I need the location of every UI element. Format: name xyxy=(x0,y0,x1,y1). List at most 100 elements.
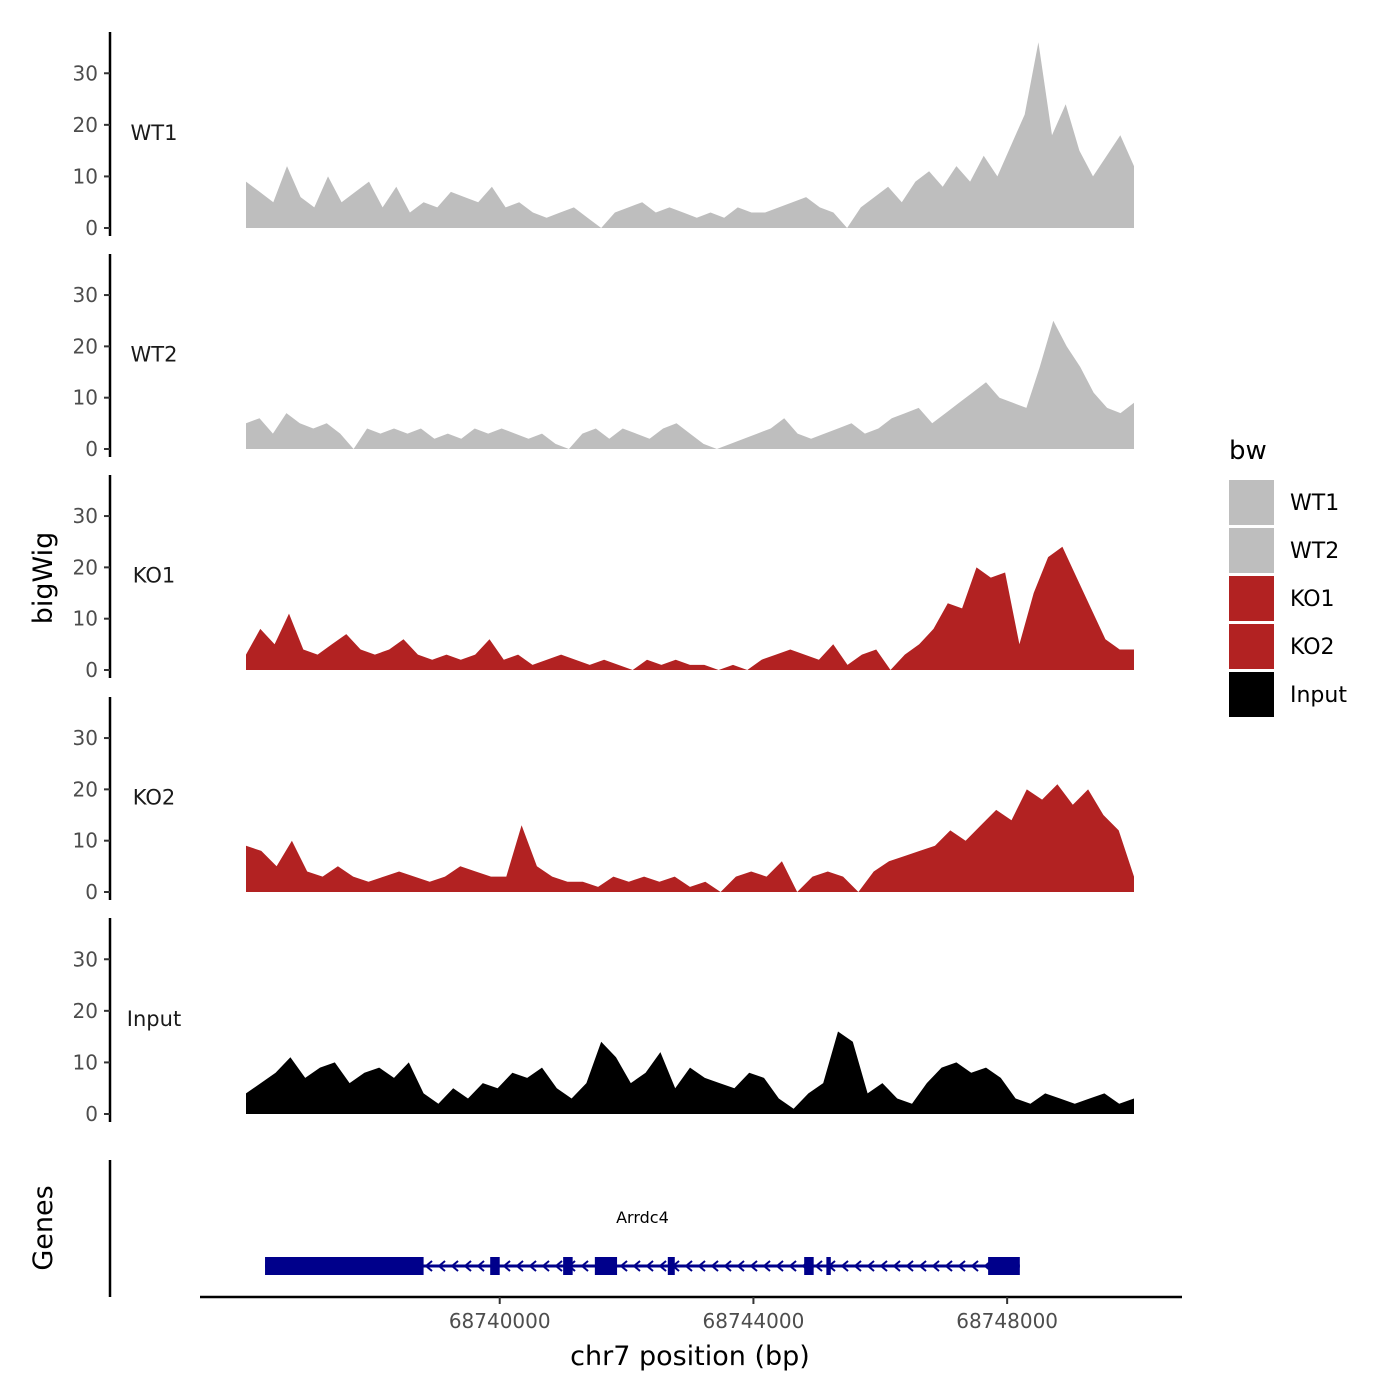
coverage-area-wt1 xyxy=(246,42,1134,228)
track-label-ko1: KO1 xyxy=(133,563,176,587)
strand-arrow xyxy=(450,1260,459,1272)
legend: bw WT1 WT2 KO1 KO2 Input xyxy=(1229,436,1347,717)
strand-arrow xyxy=(879,1260,888,1272)
coverage-area-input xyxy=(246,1031,1134,1114)
gene-exon xyxy=(490,1257,500,1275)
gene-exon xyxy=(265,1257,424,1275)
strand-arrow xyxy=(684,1260,693,1272)
strand-arrow xyxy=(515,1260,524,1272)
x-tick-label: 68744000 xyxy=(703,1309,805,1333)
strand-arrow xyxy=(957,1260,966,1272)
y-tick-label: 0 xyxy=(85,658,98,682)
strand-arrow xyxy=(697,1260,706,1272)
track-label-wt2: WT2 xyxy=(131,342,178,366)
strand-arrow xyxy=(632,1260,641,1272)
coverage-area-wt2 xyxy=(246,320,1134,449)
y-tick-label: 10 xyxy=(73,164,98,188)
track-label-input: Input xyxy=(127,1007,181,1031)
legend-title: bw xyxy=(1229,436,1267,466)
coverage-area-ko1 xyxy=(246,546,1134,670)
strand-arrow xyxy=(931,1260,940,1272)
strand-arrow xyxy=(944,1260,953,1272)
strand-arrow xyxy=(788,1260,797,1272)
strand-arrow xyxy=(840,1260,849,1272)
x-axis-title: chr7 position (bp) xyxy=(570,1341,810,1372)
y-tick-label: 10 xyxy=(73,607,98,631)
legend-key-input xyxy=(1229,672,1274,717)
legend-label-ko2: KO2 xyxy=(1290,635,1335,660)
x-axis: 68740000 68744000 68748000 xyxy=(200,1295,1182,1333)
strand-arrow xyxy=(814,1260,823,1272)
strand-arrow xyxy=(736,1260,745,1272)
y-tick-label: 30 xyxy=(73,504,98,528)
track-wt2: 0 10 20 30 WT2 xyxy=(73,254,1134,461)
y-tick-label: 20 xyxy=(73,777,98,801)
y-tick-label: 0 xyxy=(85,1102,98,1126)
track-ko2: 0 10 20 30 KO2 xyxy=(73,697,1134,904)
strand-arrow xyxy=(502,1260,511,1272)
legend-label-input: Input xyxy=(1290,683,1347,708)
legend-key-wt2 xyxy=(1229,528,1274,573)
strand-arrow xyxy=(554,1260,563,1272)
y-tick-label: 20 xyxy=(73,999,98,1023)
strand-arrow xyxy=(853,1260,862,1272)
strand-arrow xyxy=(775,1260,784,1272)
x-tick-label: 68748000 xyxy=(956,1309,1058,1333)
gene-exon xyxy=(594,1257,618,1275)
strand-arrow xyxy=(645,1260,654,1272)
y-tick-label: 10 xyxy=(73,1050,98,1074)
y-tick-label: 0 xyxy=(85,437,98,461)
y-tick-label: 0 xyxy=(85,880,98,904)
track-input: 0 10 20 30 Input xyxy=(73,918,1134,1126)
legend-label-ko1: KO1 xyxy=(1290,587,1335,612)
gene-exon xyxy=(804,1257,814,1275)
strand-arrow xyxy=(866,1260,875,1272)
legend-label-wt2: WT2 xyxy=(1290,539,1339,564)
gene-exon xyxy=(988,1257,1020,1275)
strand-arrow xyxy=(762,1260,771,1272)
strand-arrow xyxy=(463,1260,472,1272)
genes-axis-title: Genes xyxy=(28,1185,59,1270)
strand-arrow xyxy=(580,1260,589,1272)
y-tick-label: 20 xyxy=(73,555,98,579)
y-tick-label: 20 xyxy=(73,113,98,137)
y-tick-label: 30 xyxy=(73,947,98,971)
y-tick-label: 30 xyxy=(73,726,98,750)
track-label-wt1: WT1 xyxy=(131,121,178,145)
y-tick-label: 30 xyxy=(73,283,98,307)
strand-arrow xyxy=(424,1260,433,1272)
legend-key-ko2 xyxy=(1229,624,1274,669)
strand-arrow xyxy=(476,1260,485,1272)
legend-key-wt1 xyxy=(1229,480,1274,525)
strand-arrow xyxy=(918,1260,927,1272)
genes-panel: Arrdc4 xyxy=(108,1160,1020,1297)
gene-exon xyxy=(826,1257,831,1275)
track-wt1: 0 10 20 30 WT1 xyxy=(73,32,1134,240)
y-tick-label: 10 xyxy=(73,829,98,853)
y-tick-label: 30 xyxy=(73,61,98,85)
strand-arrow xyxy=(723,1260,732,1272)
strand-arrow xyxy=(892,1260,901,1272)
gene-arrdc4: Arrdc4 xyxy=(265,1208,1020,1275)
coverage-area-ko2 xyxy=(246,784,1134,892)
legend-label-wt1: WT1 xyxy=(1290,491,1339,516)
gene-exon xyxy=(667,1257,675,1275)
gene-exon xyxy=(563,1257,573,1275)
legend-key-ko1 xyxy=(1229,576,1274,621)
y-tick-label: 0 xyxy=(85,216,98,240)
strand-arrow xyxy=(749,1260,758,1272)
y-tick-label: 10 xyxy=(73,386,98,410)
track-ko1: 0 10 20 30 KO1 xyxy=(73,475,1134,682)
strand-arrow xyxy=(970,1260,979,1272)
y-axis-title: bigWig xyxy=(28,532,59,625)
strand-arrow xyxy=(437,1260,446,1272)
coverage-tracks: 0 10 20 30 WT1 0 10 20 30 WT2 0 10 20 30 KO1 0 10 20 30 KO2… xyxy=(73,32,1134,1126)
strand-arrow xyxy=(905,1260,914,1272)
strand-arrow xyxy=(541,1260,550,1272)
y-tick-label: 20 xyxy=(73,334,98,358)
gene-name-label: Arrdc4 xyxy=(616,1208,669,1227)
track-label-ko2: KO2 xyxy=(133,785,176,809)
strand-arrow xyxy=(710,1260,719,1272)
strand-arrow xyxy=(619,1260,628,1272)
